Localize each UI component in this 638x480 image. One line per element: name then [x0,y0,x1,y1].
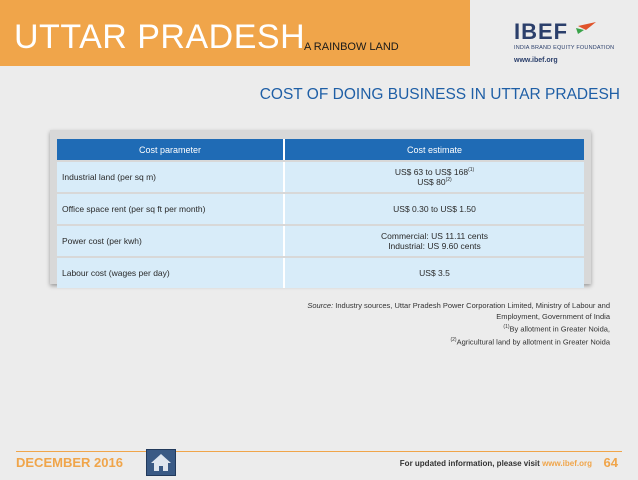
logo-url[interactable]: www.ibef.org [514,57,558,64]
cell-parameter: Power cost (per kwh) [57,226,283,256]
page-title: UTTAR PRADESH [14,18,306,56]
source-note: Source: Industry sources, Uttar Pradesh … [307,301,610,347]
footer-url[interactable]: www.ibef.org [542,459,592,468]
table-row: Labour cost (wages per day) US$ 3.5 [57,258,584,288]
cell-estimate: US$ 3.5 [283,258,584,288]
page-number: 64 [603,455,618,470]
cell-estimate: US$ 63 to US$ 168(1) US$ 80(2) [283,162,584,192]
cost-table-panel: Cost parameter Cost estimate Industrial … [50,130,591,288]
source-label: Source: [307,301,334,310]
bird-icon [578,22,596,30]
column-header-parameter: Cost parameter [57,139,283,160]
home-button[interactable] [146,449,176,476]
table-row: Office space rent (per sq ft per month) … [57,194,584,224]
cell-parameter: Labour cost (wages per day) [57,258,283,288]
page-subtitle: A RAINBOW LAND [304,41,399,53]
table-row: Power cost (per kwh) Commercial: US 11.1… [57,226,584,256]
table-row: Industrial land (per sq m) US$ 63 to US$… [57,162,584,192]
source-text: Industry sources, Uttar Pradesh Power Co… [335,301,610,321]
cell-parameter: Office space rent (per sq ft per month) [57,194,283,224]
footnote-1: By allotment in Greater Noida, [509,324,610,334]
cell-estimate: US$ 0.30 to US$ 1.50 [283,194,584,224]
column-header-estimate: Cost estimate [283,139,584,160]
section-heading: COST OF DOING BUSINESS IN UTTAR PRADESH [259,86,620,103]
home-icon [151,454,171,471]
footer-visit: For updated information, please visit ww… [399,459,592,468]
logo-tagline: INDIA BRAND EQUITY FOUNDATION [514,45,615,51]
cost-table: Cost parameter Cost estimate Industrial … [57,137,584,290]
footnote-2: Agricultural land by allotment in Greate… [456,337,610,347]
cell-parameter: Industrial land (per sq m) [57,162,283,192]
ibef-logo [576,22,596,34]
title-bar [0,0,470,66]
footer-divider [16,451,622,452]
table-header-row: Cost parameter Cost estimate [57,139,584,160]
logo-name: IBEF [514,19,569,44]
footer-date: DECEMBER 2016 [16,455,123,470]
cell-estimate: Commercial: US 11.11 cents Industrial: U… [283,226,584,256]
